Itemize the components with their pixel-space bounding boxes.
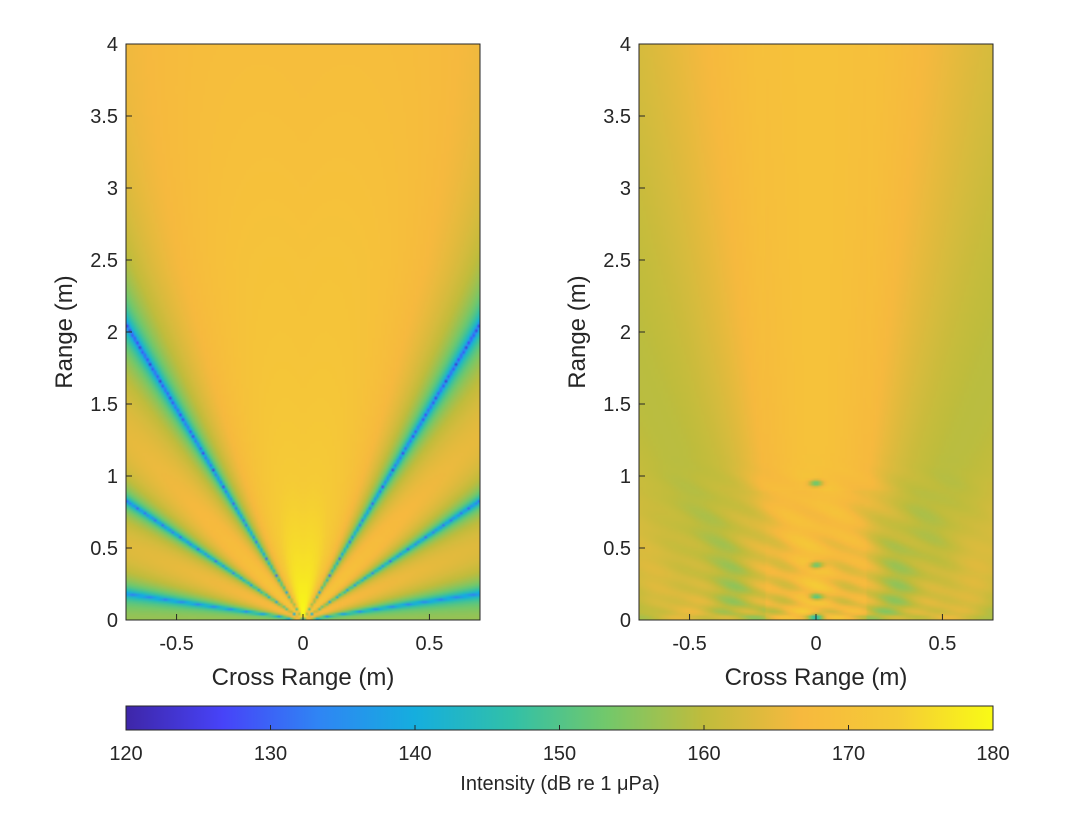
left-y-ticks: 0 0.5 1 1.5 2 2.5 3 3.5 4	[90, 34, 132, 632]
y-tick-label: 0.5	[603, 538, 631, 560]
colorbar: 120 130 140 150 160 170 180 Intensity (dB re 1…	[109, 705, 1010, 795]
right-panel: -0.5 0 0.5 0 0.5 1 1.5 2 2.5 3 3.5 4 Cross Range (…	[564, 34, 994, 691]
colorbar-tick-label: 130	[254, 743, 287, 765]
colorbar-tick-label: 170	[832, 743, 865, 765]
colorbar-tick-label: 140	[398, 743, 431, 765]
colorbar-tick-label: 120	[109, 743, 142, 765]
right-heatmap	[639, 44, 993, 620]
colorbar-tick-label: 160	[687, 743, 720, 765]
y-tick-label: 2	[107, 322, 118, 344]
colorbar-tick-label: 150	[543, 743, 576, 765]
y-tick-label: 0	[107, 610, 118, 632]
colorbar-label: Intensity (dB re 1 μPa)	[460, 773, 659, 795]
x-tick-label: 0.5	[416, 633, 444, 655]
right-x-ticks: -0.5 0 0.5	[672, 614, 956, 655]
y-tick-label: 3	[107, 178, 118, 200]
colorbar-ticks: 120 130 140 150 160 170 180	[109, 725, 1010, 765]
y-tick-label: 2	[620, 322, 631, 344]
x-tick-label: 0.5	[929, 633, 957, 655]
y-tick-label: 1	[107, 466, 118, 488]
left-x-ticks: -0.5 0 0.5	[159, 614, 443, 655]
right-y-axis-title: Range (m)	[564, 275, 591, 388]
left-x-axis-title: Cross Range (m)	[212, 664, 395, 691]
right-x-axis-title: Cross Range (m)	[725, 664, 908, 691]
y-tick-label: 3.5	[90, 106, 118, 128]
x-tick-label: -0.5	[672, 633, 706, 655]
x-tick-label: 0	[810, 633, 821, 655]
x-tick-label: 0	[297, 633, 308, 655]
y-tick-label: 3.5	[603, 106, 631, 128]
y-tick-label: 1.5	[90, 394, 118, 416]
y-tick-label: 1.5	[603, 394, 631, 416]
y-tick-label: 4	[107, 34, 118, 56]
left-heatmap	[126, 44, 480, 620]
y-tick-label: 2.5	[603, 250, 631, 272]
left-y-axis-title: Range (m)	[51, 275, 78, 388]
colorbar-tick-label: 180	[976, 743, 1009, 765]
y-tick-label: 4	[620, 34, 631, 56]
right-y-ticks: 0 0.5 1 1.5 2 2.5 3 3.5 4	[603, 34, 645, 632]
y-tick-label: 1	[620, 466, 631, 488]
right-heatmap-image	[639, 44, 993, 620]
y-tick-label: 0.5	[90, 538, 118, 560]
y-tick-label: 0	[620, 610, 631, 632]
x-tick-label: -0.5	[159, 633, 193, 655]
left-heatmap-image	[126, 44, 480, 620]
y-tick-label: 2.5	[90, 250, 118, 272]
left-panel: -0.5 0 0.5 0 0.5 1 1.5 2 2.5 3 3.5 4 Cross Range (…	[51, 34, 481, 691]
y-tick-label: 3	[620, 178, 631, 200]
